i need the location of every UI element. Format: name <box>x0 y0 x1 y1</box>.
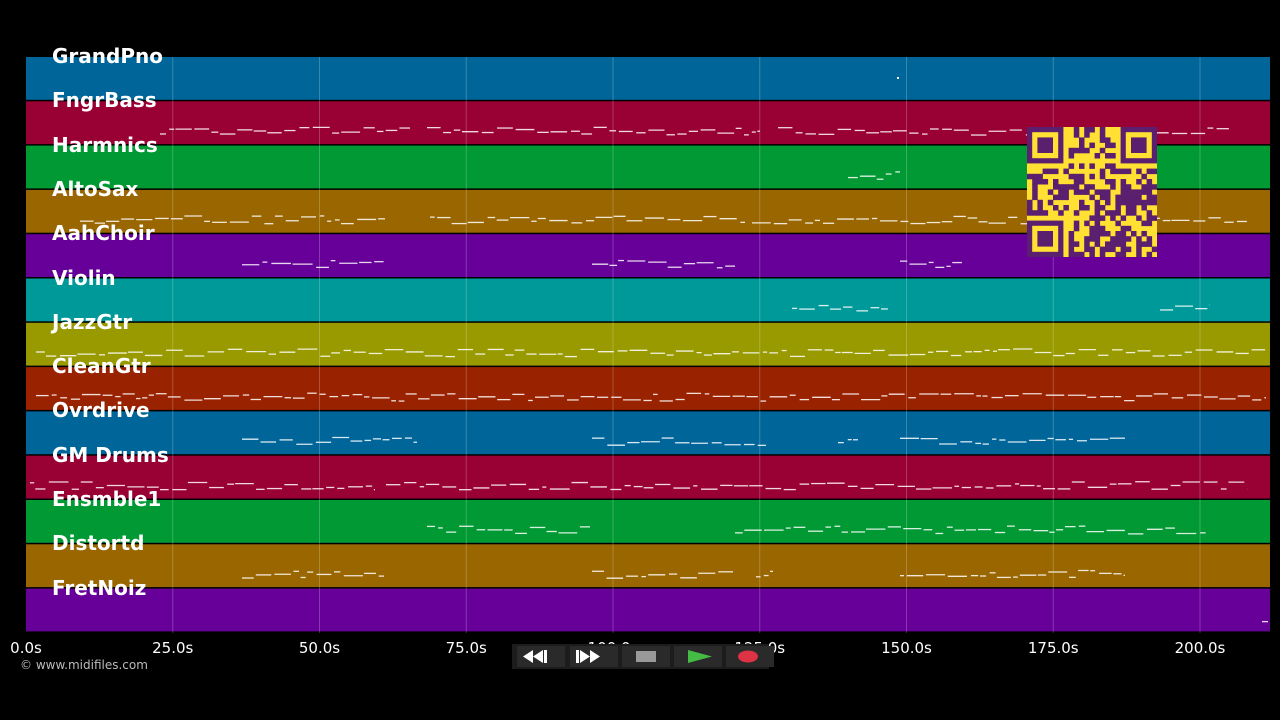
tick-label: 25.0s <box>152 639 194 657</box>
track-label: Violin <box>52 265 116 290</box>
track-label: AahChoir <box>52 221 155 246</box>
tick-label: 150.0s <box>881 639 932 657</box>
track-row <box>26 455 1270 499</box>
tick-label: 50.0s <box>298 639 341 657</box>
track-label: Harmnics <box>52 132 158 157</box>
track-label: Distortd <box>52 531 145 556</box>
tick-label: 175.0s <box>1027 639 1079 657</box>
tick-label: 75.0s <box>445 639 487 657</box>
record-button[interactable] <box>726 646 774 667</box>
track-label: GrandPno <box>52 44 163 68</box>
track-row <box>26 57 1270 100</box>
track-row <box>26 544 1270 588</box>
track-label: Ovrdrive <box>52 398 150 423</box>
play-button[interactable] <box>674 646 722 667</box>
piano-roll <box>26 57 1270 633</box>
track-label: AltoSax <box>52 176 139 201</box>
tick-label: 0.0s <box>10 639 42 657</box>
track-label: GM Drums <box>52 442 169 467</box>
stop-button[interactable] <box>622 646 670 667</box>
play-icon <box>688 650 712 663</box>
tick-label: 200.0s <box>1174 639 1226 657</box>
track-row <box>26 411 1270 455</box>
note-marks <box>30 77 1268 623</box>
fast-forward-button[interactable] <box>570 646 618 667</box>
transport-controls <box>512 644 774 669</box>
record-icon <box>738 650 758 663</box>
track-row <box>26 500 1270 543</box>
track-label: Ensmble1 <box>52 487 162 511</box>
track-label: JazzGtr <box>52 309 133 334</box>
fast-forward-icon <box>576 650 600 663</box>
stop-icon <box>636 651 656 662</box>
qr-code-icon <box>1027 127 1158 258</box>
track-row <box>26 367 1270 410</box>
track-label: FretNoiz <box>52 575 147 600</box>
track-row <box>26 322 1270 366</box>
copyright-text: © www.midifiles.com <box>20 658 148 672</box>
rewind-icon <box>523 650 547 663</box>
track-row <box>26 588 1270 632</box>
track-label: FngrBass <box>52 88 157 113</box>
track-label: CleanGtr <box>52 354 151 379</box>
rewind-button[interactable] <box>517 646 565 667</box>
note-mark <box>897 77 899 79</box>
track-row <box>26 278 1270 322</box>
